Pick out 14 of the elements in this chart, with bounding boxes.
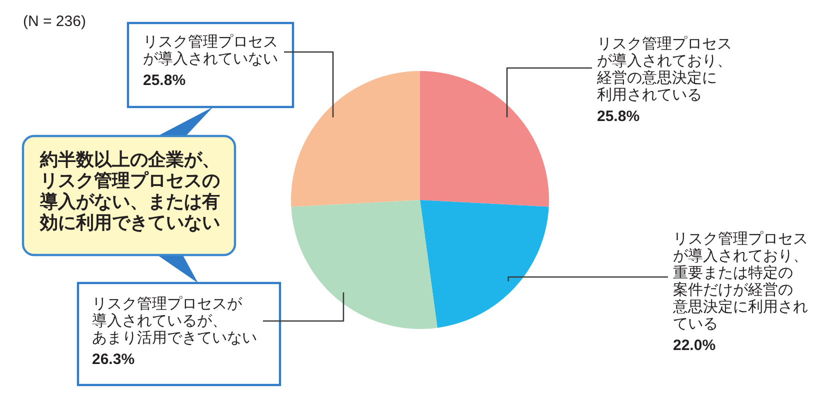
slice-label: リスク管理プロセスが導入されていない xyxy=(143,34,278,68)
text: 約半数以上の企業が、リスク管理プロセスの導入がない、または有効に利用できていない xyxy=(39,150,220,232)
slice-label: リスク管理プロセスが導入されているが、あまり活用できていない xyxy=(92,296,257,346)
slice-label: リスク管理プロセスが導入されており、経営の意思決定に利用されている xyxy=(596,36,732,104)
text: (N = 236) xyxy=(23,13,86,30)
data-label: 25.8% xyxy=(597,108,640,125)
data-label: 22.0% xyxy=(673,337,716,354)
pie-slice xyxy=(420,200,549,328)
slice-label: リスク管理プロセスが導入されており、重要または特定の案件だけが経営の意思決定に利用されている xyxy=(672,230,808,332)
data-label: 25.8% xyxy=(143,72,186,89)
pie-slice xyxy=(291,200,438,329)
pie-slice xyxy=(291,71,420,207)
data-label: 26.3% xyxy=(92,351,135,368)
pie-slice xyxy=(420,71,549,207)
